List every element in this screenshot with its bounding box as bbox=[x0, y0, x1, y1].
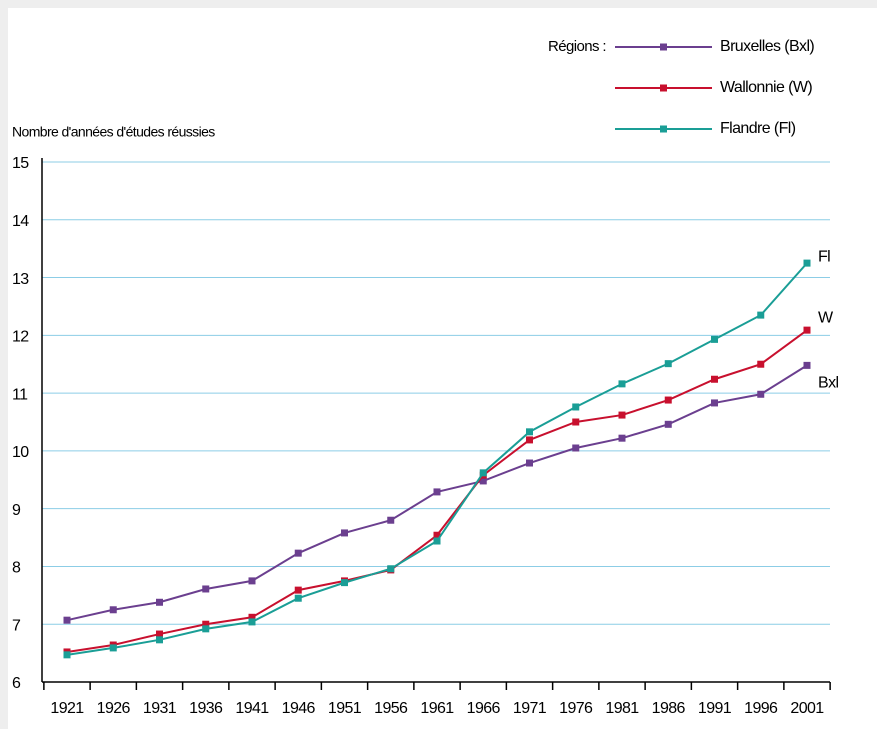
legend-marker bbox=[660, 84, 667, 92]
point bbox=[387, 516, 395, 524]
x-tick-label: 1991 bbox=[698, 700, 732, 717]
point bbox=[433, 488, 441, 496]
x-tick-label: 1981 bbox=[605, 700, 639, 717]
x-tick-label: 1931 bbox=[143, 700, 177, 717]
legend-marker bbox=[660, 125, 667, 133]
point bbox=[433, 531, 441, 539]
legend-label: Flandre (Fl) bbox=[720, 120, 796, 137]
point bbox=[109, 606, 117, 614]
point bbox=[433, 537, 441, 545]
end-label: Fl bbox=[818, 248, 830, 265]
point bbox=[341, 579, 348, 587]
point bbox=[63, 651, 71, 659]
point bbox=[618, 380, 626, 388]
x-tick-label: 1971 bbox=[513, 700, 547, 717]
y-tick-label: 14 bbox=[12, 213, 29, 230]
point bbox=[156, 598, 163, 606]
point bbox=[248, 618, 256, 626]
point bbox=[803, 259, 811, 267]
point bbox=[664, 396, 672, 404]
point bbox=[803, 361, 811, 369]
y-tick-label: 7 bbox=[12, 617, 21, 634]
end-label: W bbox=[818, 309, 834, 326]
point bbox=[202, 625, 210, 633]
point bbox=[341, 529, 348, 537]
point bbox=[248, 613, 256, 621]
point bbox=[757, 311, 765, 319]
point bbox=[294, 594, 302, 602]
point bbox=[711, 375, 718, 383]
point bbox=[202, 585, 210, 593]
point bbox=[711, 335, 718, 343]
x-tick-label: 1961 bbox=[420, 700, 454, 717]
point bbox=[803, 326, 811, 334]
point bbox=[294, 549, 302, 557]
point bbox=[526, 428, 533, 436]
x-tick-label: 1966 bbox=[467, 700, 501, 717]
x-tick-label: 1921 bbox=[50, 700, 84, 717]
point bbox=[618, 411, 626, 419]
point bbox=[109, 644, 117, 652]
y-tick-label: 12 bbox=[12, 329, 29, 346]
y-axis-label: Nombre d'années d'études réussies bbox=[12, 124, 215, 140]
legend-label: Bruxelles (Bxl) bbox=[720, 38, 814, 55]
point bbox=[572, 444, 580, 452]
point bbox=[572, 403, 580, 411]
y-tick-label: 11 bbox=[12, 386, 28, 403]
y-tick-label: 6 bbox=[12, 675, 21, 692]
y-tick-label: 9 bbox=[12, 502, 21, 519]
point bbox=[757, 360, 765, 368]
point bbox=[294, 586, 302, 594]
point bbox=[572, 418, 580, 426]
point bbox=[526, 459, 533, 467]
y-tick-label: 8 bbox=[12, 560, 21, 577]
point bbox=[664, 420, 672, 428]
point bbox=[202, 620, 210, 628]
point bbox=[711, 399, 718, 407]
panel bbox=[8, 8, 877, 729]
x-tick-label: 1936 bbox=[189, 700, 223, 717]
point bbox=[248, 577, 256, 585]
x-tick-label: 2001 bbox=[790, 700, 824, 717]
end-label: Bxl bbox=[818, 375, 838, 392]
x-tick-label: 1941 bbox=[235, 700, 269, 717]
x-tick-label: 1956 bbox=[374, 700, 408, 717]
x-tick-label: 1946 bbox=[282, 700, 316, 717]
legend-label: Wallonnie (W) bbox=[720, 79, 812, 96]
point bbox=[757, 390, 765, 398]
x-tick-label: 1996 bbox=[744, 700, 778, 717]
point bbox=[387, 565, 395, 573]
point bbox=[526, 436, 533, 444]
point bbox=[479, 477, 487, 485]
point bbox=[664, 360, 672, 368]
legend-title: Régions : bbox=[548, 38, 606, 55]
point bbox=[156, 636, 163, 644]
y-tick-label: 10 bbox=[12, 444, 29, 461]
point bbox=[618, 434, 626, 442]
point bbox=[63, 616, 71, 624]
y-tick-label: 13 bbox=[12, 271, 29, 288]
legend-marker bbox=[660, 43, 667, 51]
x-tick-label: 1926 bbox=[97, 700, 131, 717]
x-tick-label: 1951 bbox=[328, 700, 362, 717]
point bbox=[479, 469, 487, 477]
x-tick-label: 1986 bbox=[652, 700, 686, 717]
y-tick-label: 15 bbox=[12, 155, 29, 172]
x-tick-label: 1976 bbox=[559, 700, 593, 717]
point bbox=[156, 630, 163, 638]
